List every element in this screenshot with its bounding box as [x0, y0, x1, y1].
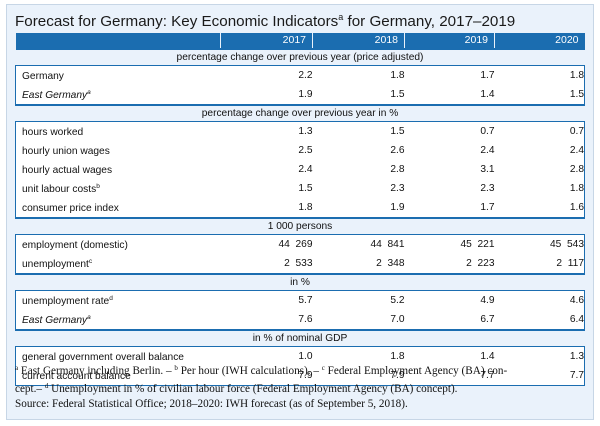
row-label: unit labour costsb — [15, 179, 221, 198]
value-cell: 5.7 — [220, 290, 313, 310]
row-label: Germany — [15, 65, 221, 85]
row-label: East Germanya — [15, 310, 221, 331]
table-row: Germany 2.2 1.8 1.7 1.8 — [15, 65, 585, 85]
value-cell: 2.2 — [220, 65, 313, 85]
value-cell: 1.4 — [404, 346, 495, 366]
page-title: Forecast for Germany: Key Economic Indic… — [15, 12, 585, 30]
year-header-row: 2017 2018 2019 2020 — [15, 33, 585, 49]
row-label: consumer price index — [15, 198, 221, 219]
value-cell: 2.4 — [220, 160, 313, 179]
table-row: hourly union wages 2.5 2.6 2.4 2.4 — [15, 141, 585, 160]
table-row: unit labour costsb 1.5 2.3 2.3 1.8 — [15, 179, 585, 198]
value-cell: 1.3 — [220, 121, 313, 141]
year-2018: 2018 — [312, 33, 405, 49]
table-row: general government overall balance 1.0 1… — [15, 346, 585, 366]
table-row: East Germanya 1.9 1.5 1.4 1.5 — [15, 85, 585, 106]
value-cell: 44 841 — [312, 234, 405, 254]
section-header: percentage change over previous year (pr… — [15, 48, 585, 66]
value-cell: 1.8 — [312, 346, 405, 366]
value-cell: 1.4 — [404, 85, 495, 106]
value-cell: 2 533 — [220, 254, 313, 275]
value-cell: 1.8 — [220, 198, 313, 219]
year-2019: 2019 — [404, 33, 495, 49]
value-cell: 2 348 — [312, 254, 405, 275]
section-header: 1 000 persons — [15, 217, 585, 235]
value-cell: 7.0 — [312, 310, 405, 331]
title-text: Forecast for Germany: Key Economic Indic… — [15, 13, 339, 30]
value-cell: 45 221 — [404, 234, 495, 254]
indicator-table: 2017 2018 2019 2020 percentage change ov… — [15, 33, 585, 386]
value-cell: 1.9 — [220, 85, 313, 106]
value-cell: 1.0 — [220, 346, 313, 366]
value-cell: 6.4 — [494, 310, 585, 331]
value-cell: 1.8 — [494, 65, 585, 85]
table-row: hours worked 1.3 1.5 0.7 0.7 — [15, 121, 585, 141]
title-tail: for Germany, 2017–2019 — [343, 13, 516, 30]
value-cell: 1.5 — [312, 85, 405, 106]
value-cell: 1.7 — [404, 198, 495, 219]
year-2020: 2020 — [494, 33, 585, 49]
footnote-line-1: a East Germany including Berlin. – b Per… — [15, 364, 508, 377]
value-cell: 7.7 — [404, 366, 495, 386]
value-cell: 2.3 — [404, 179, 495, 198]
value-cell: 7.6 — [220, 310, 313, 331]
table-row: East Germanya 7.6 7.0 6.7 6.4 — [15, 310, 585, 331]
value-cell: 2 223 — [404, 254, 495, 275]
value-cell: 1.8 — [312, 65, 405, 85]
row-label: East Germanya — [15, 85, 221, 106]
source-line: Source: Federal Statistical Office; 2018… — [15, 398, 408, 410]
table-row: unemployment rated 5.7 5.2 4.9 4.6 — [15, 290, 585, 310]
header-blank — [15, 33, 221, 49]
value-cell: 2.3 — [312, 179, 405, 198]
value-cell: 1.9 — [312, 198, 405, 219]
value-cell: 1.3 — [494, 346, 585, 366]
value-cell: 1.5 — [494, 85, 585, 106]
value-cell: 3.1 — [404, 160, 495, 179]
value-cell: 4.9 — [404, 290, 495, 310]
table-row: unemploymentc 2 533 2 348 2 223 2 117 — [15, 254, 585, 275]
value-cell: 1.8 — [494, 179, 585, 198]
section-header: percentage change over previous year in … — [15, 104, 585, 122]
value-cell: 7.9 — [312, 366, 405, 386]
value-cell: 7.7 — [494, 366, 585, 386]
value-cell: 1.7 — [404, 65, 495, 85]
value-cell: 44 269 — [220, 234, 313, 254]
value-cell: 4.6 — [494, 290, 585, 310]
value-cell: 6.7 — [404, 310, 495, 331]
value-cell: 2.4 — [404, 141, 495, 160]
value-cell: 1.5 — [220, 179, 313, 198]
table-row: hourly actual wages 2.4 2.8 3.1 2.8 — [15, 160, 585, 179]
row-label: general government overall balance — [15, 346, 221, 366]
value-cell: 5.2 — [312, 290, 405, 310]
row-label: unemployment rated — [15, 290, 221, 310]
table-row: employment (domestic) 44 269 44 841 45 2… — [15, 234, 585, 254]
value-cell: 2.5 — [220, 141, 313, 160]
value-cell: 2.8 — [312, 160, 405, 179]
footnotes: a East Germany including Berlin. – b Per… — [15, 361, 587, 412]
table-row: consumer price index 1.8 1.9 1.7 1.6 — [15, 198, 585, 219]
value-cell: 7.9 — [220, 366, 313, 386]
value-cell: 2 117 — [494, 254, 585, 275]
row-label: hourly union wages — [15, 141, 221, 160]
value-cell: 2.4 — [494, 141, 585, 160]
value-cell: 2.8 — [494, 160, 585, 179]
row-label: unemploymentc — [15, 254, 221, 275]
value-cell: 0.7 — [494, 121, 585, 141]
footnote-line-2: cept.– d Unemployment in % of civilian l… — [15, 382, 458, 395]
row-label: current account balance — [15, 366, 221, 386]
value-cell: 0.7 — [404, 121, 495, 141]
value-cell: 1.6 — [494, 198, 585, 219]
row-label: hourly actual wages — [15, 160, 221, 179]
value-cell: 2.6 — [312, 141, 405, 160]
row-label: hours worked — [15, 121, 221, 141]
year-2017: 2017 — [220, 33, 313, 49]
title-footnote-mark: a — [338, 12, 344, 22]
row-label: employment (domestic) — [15, 234, 221, 254]
value-cell: 45 543 — [494, 234, 585, 254]
section-header: in % — [15, 273, 585, 291]
table-row: current account balance 7.9 7.9 7.7 7.7 — [15, 366, 585, 386]
section-header: in % of nominal GDP — [15, 329, 585, 347]
value-cell: 1.5 — [312, 121, 405, 141]
